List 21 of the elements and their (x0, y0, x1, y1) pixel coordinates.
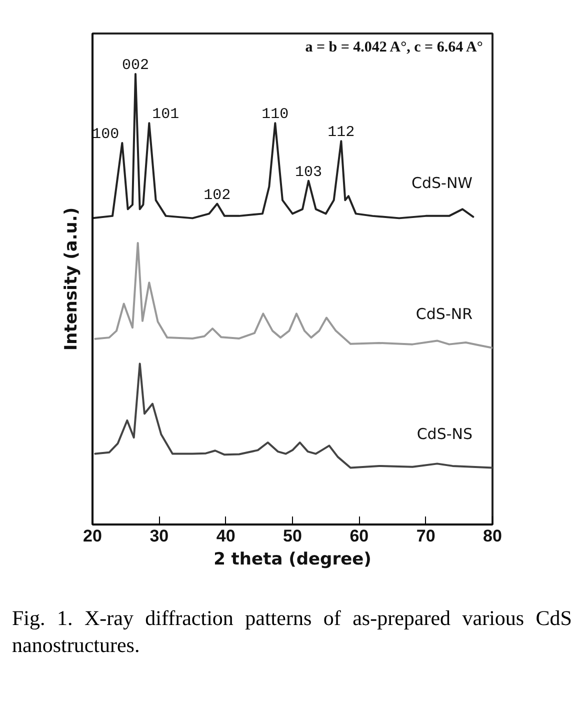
y-axis-title: Intensity (a.u.) (62, 207, 82, 351)
text: a = b = 4.042 A°, c = 6.64 A° (305, 40, 483, 56)
x-tick-label: 30 (150, 526, 169, 546)
x-tick-label: 40 (216, 526, 236, 546)
x-tick-label: 50 (283, 526, 302, 546)
series-label: CdS-NS (416, 424, 472, 443)
x-tick-label: 20 (83, 526, 102, 546)
annotation: 110 (262, 106, 289, 124)
x-tick-label: 80 (483, 526, 502, 546)
x-axis-title: 2 theta (degree) (214, 550, 372, 570)
annotation: 112 (328, 124, 355, 142)
series-label: CdS-NR (416, 305, 473, 324)
annotation: 100 (92, 126, 120, 143)
caption: Fig. 1. X-ray diffraction patterns of as-prepared various CdS nanostructures. (12, 605, 572, 660)
series-label: CdS-NW (412, 174, 473, 192)
annotation: 101 (152, 106, 180, 124)
x-tick-label: 70 (416, 526, 436, 546)
annotation: 002 (122, 57, 150, 74)
annotation: 103 (295, 164, 322, 181)
annotation: 102 (204, 186, 231, 204)
x-tick-label: 60 (350, 526, 369, 546)
